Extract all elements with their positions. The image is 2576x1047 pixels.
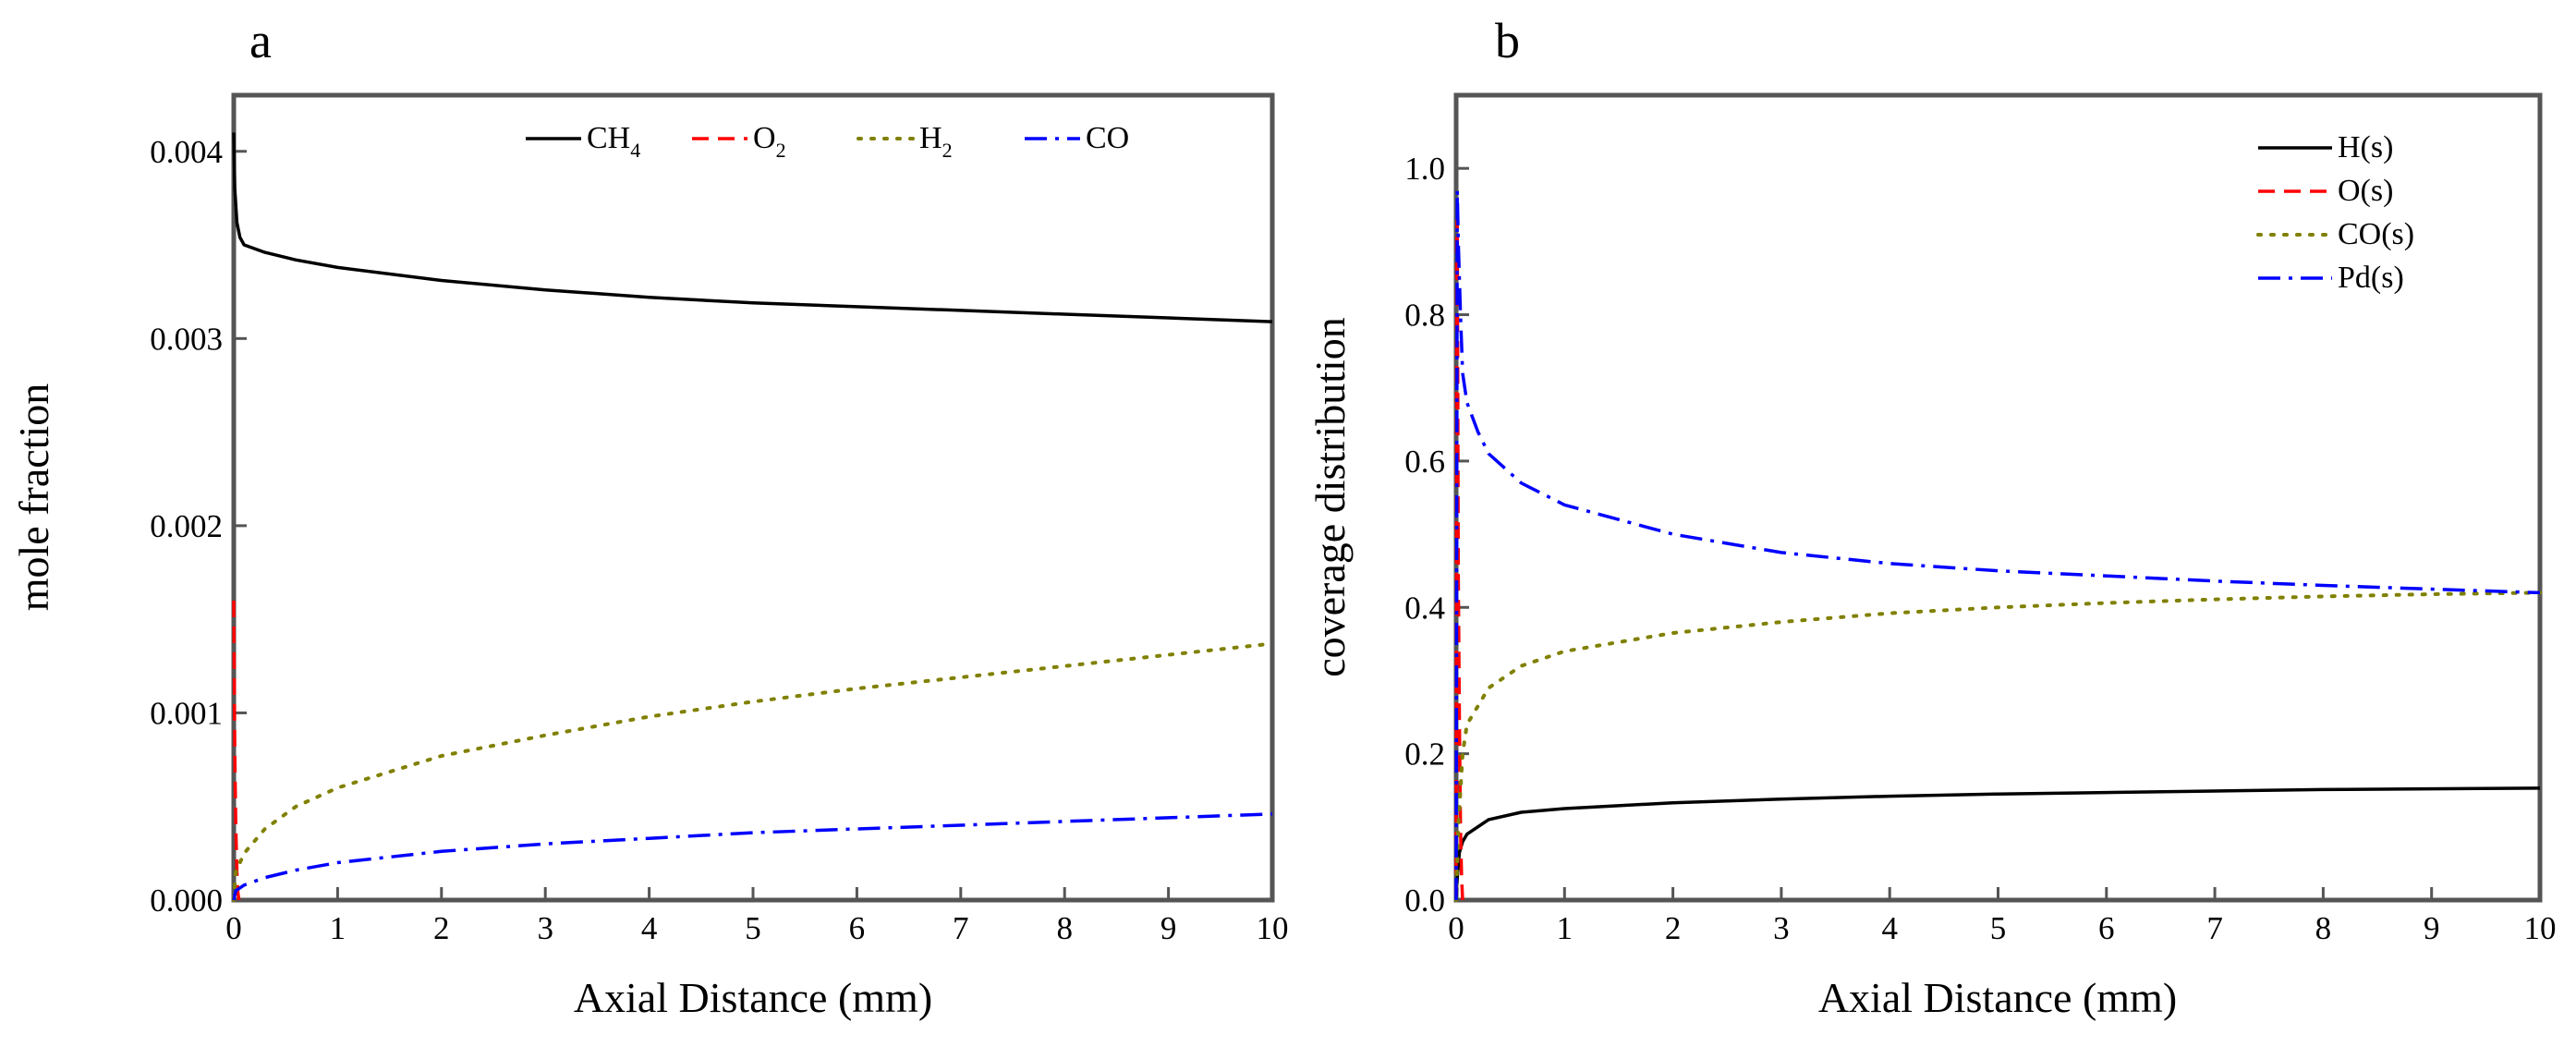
series-line-co [232,812,1273,901]
panel-b-series [1454,189,2542,902]
legend-label-ch4: CH4 [587,121,640,162]
series-line-ch4 [232,132,1273,323]
panel-b-x-tick-label: 2 [1665,910,1682,946]
panel-a-x-tick-label: 0 [225,910,242,946]
legend-label-co: CO [1086,121,1129,155]
panel-b: b 0 1 2 3 4 5 6 7 8 9 10 0.0 0.2 0.4 0.6 0.8 1.0 Axial D… [1306,13,2557,1021]
panel-b-plot-frame [1453,92,2543,903]
panel-b-x-tick-label: 8 [2315,910,2332,946]
series-line-h2 [232,641,1274,902]
panel-a-x-tick-label: 7 [953,910,969,946]
legend-label-h-s-: H(s) [2338,130,2393,164]
panel-b-x-tick-label: 4 [1881,910,1898,946]
panel-b-y-tick-label: 0.2 [1404,737,1445,773]
panel-b-legend: H(s) O(s) CO(s) Pd(s) [2256,130,2414,295]
panel-b-x-tick-label: 7 [2206,910,2223,946]
panel-a-x-tick-label: 10 [1257,910,1289,946]
panel-a-plot-frame [231,92,1275,903]
panel-a: a 0 1 2 3 4 5 6 7 8 9 100.0000.0010.0020.0030.004 … [10,13,1289,1021]
panel-a-y-tick-label: 0.004 [150,134,223,170]
legend-label-co-s-: CO(s) [2338,217,2414,251]
panel-b-x-tick-label: 6 [2098,910,2115,946]
panel-b-y-tick-label: 0.4 [1404,590,1445,626]
panel-a-y-tick-label: 0.002 [150,508,223,544]
legend-label-h2: H2 [919,121,953,162]
legend-label-pd-s-: Pd(s) [2338,261,2404,295]
series-line-o2 [232,600,241,901]
panel-b-x-tick-label: 3 [1773,910,1790,946]
legend-label-o-s-: O(s) [2338,174,2393,208]
panel-a-label: a [249,13,272,68]
panel-b-y-tick-label: 1.0 [1404,151,1445,187]
series-line-h-s- [1454,786,2541,901]
legend-label-o2: O2 [753,121,786,162]
panel-b-y-tick-label: 0.8 [1404,298,1445,334]
panel-b-x-tick-label: 9 [2424,910,2440,946]
series-line-co-s- [1454,590,2542,902]
panel-a-x-tick-label: 6 [849,910,866,946]
panel-a-y-axis-title: mole fraction [10,383,57,612]
panel-a-x-tick-label: 8 [1056,910,1073,946]
panel-b-y-axis-title: coverage distribution [1306,317,1354,677]
panel-a-x-tick-label: 5 [745,910,761,946]
series-line-o-s- [1454,217,1464,901]
panel-b-x-tick-label: 0 [1448,910,1464,946]
panel-a-x-axis-title: Axial Distance (mm) [574,974,932,1021]
panel-b-x-tick-label: 5 [1990,910,2007,946]
panel-a-y-tick-label: 0.001 [150,695,223,731]
panel-a-x-tick-label: 9 [1160,910,1177,946]
panel-b-x-tick-label: 1 [1557,910,1574,946]
panel-b-ticks: 0 1 2 3 4 5 6 7 8 9 10 0.0 0.2 0.4 0.6 0.8 1.0 [1404,151,2556,946]
panel-a-x-tick-label: 1 [330,910,346,946]
panel-b-label: b [1495,13,1520,68]
panel-a-y-tick-label: 0.003 [150,321,223,357]
panel-b-y-tick-label: 0.0 [1404,883,1445,919]
panel-a-y-tick-label: 0.000 [150,883,223,919]
panel-a-x-tick-label: 3 [537,910,553,946]
panel-b-x-tick-label: 10 [2524,910,2557,946]
panel-b-x-axis-title: Axial Distance (mm) [1818,974,2177,1021]
panel-a-ticks: 0 1 2 3 4 5 6 7 8 9 10 0.000 0.001 0.002 0.003 0.004 [150,134,1288,946]
panel-a-x-tick-label: 2 [433,910,450,946]
panel-a-series [232,132,1274,902]
panel-b-y-tick-label: 0.6 [1404,444,1445,480]
panel-a-legend: CH4 O2 H2 CO [526,121,1129,162]
series-line-pd-s- [1454,189,2541,901]
panel-a-x-tick-label: 4 [641,910,658,946]
